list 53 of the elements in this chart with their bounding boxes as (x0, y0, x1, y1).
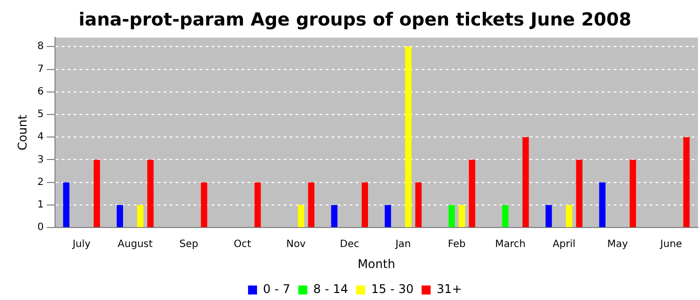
bar (116, 204, 124, 228)
bar (63, 182, 70, 228)
x-tick-label: June (659, 239, 682, 250)
y-tick-label: 3 (37, 154, 44, 166)
y-tick-label: 1 (37, 200, 44, 211)
bar (502, 204, 508, 228)
x-tick-label: March (495, 239, 526, 250)
x-axis-title: Month (358, 256, 396, 271)
bar (566, 204, 572, 228)
y-tick-label: 7 (37, 64, 44, 75)
bar (458, 204, 466, 228)
legend-label: 15 - 30 (371, 282, 414, 296)
x-tick-label: Feb (448, 239, 466, 250)
bar (546, 204, 552, 228)
bar (298, 204, 304, 228)
bar (405, 46, 412, 228)
y-tick-label: 5 (37, 109, 44, 120)
x-tick-label: April (552, 239, 576, 250)
bar (415, 182, 422, 228)
bar (448, 204, 455, 228)
bar (599, 182, 606, 228)
bar (630, 160, 636, 228)
bar (384, 204, 392, 228)
y-tick-label: 2 (37, 176, 44, 188)
x-tick-label: Sep (179, 239, 198, 250)
y-tick-label: 8 (37, 41, 44, 52)
bar (522, 137, 529, 228)
legend-label: 31+ (436, 282, 462, 296)
bar (137, 204, 144, 228)
legend-label: 0 - 7 (263, 282, 290, 296)
y-tick-label: 4 (37, 132, 44, 143)
bar (94, 160, 100, 228)
x-tick-label: Jan (394, 239, 411, 250)
legend-label: 8 - 14 (313, 282, 348, 296)
y-tick-label: 6 (37, 86, 44, 98)
chart-title: iana-prot-param Age groups of open tickets June 2008 (78, 9, 632, 30)
bar (254, 182, 261, 228)
y-tick-label: 0 (37, 222, 44, 234)
x-tick-label: July (72, 239, 91, 250)
bar (200, 182, 208, 228)
bar (331, 204, 338, 228)
bar (683, 137, 690, 228)
bar (576, 160, 582, 228)
bar (308, 182, 314, 228)
bar (468, 160, 476, 228)
x-tick-label: Nov (286, 239, 306, 250)
y-axis-title: Count (15, 114, 30, 150)
x-tick-label: August (118, 239, 153, 250)
x-tick-label: May (607, 239, 628, 250)
x-tick-label: Dec (340, 239, 360, 250)
bar (147, 160, 154, 228)
x-tick-label: Oct (234, 239, 252, 250)
bar (362, 182, 368, 228)
